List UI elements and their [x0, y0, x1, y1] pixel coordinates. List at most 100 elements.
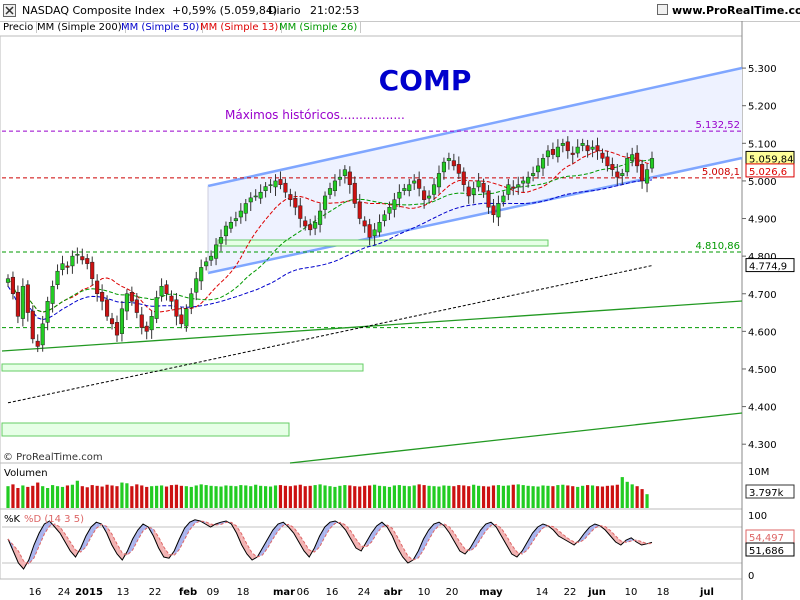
- volume-bar: [635, 486, 639, 508]
- stoch-fill: [122, 551, 128, 560]
- candle-body: [436, 173, 442, 188]
- candle-body: [367, 224, 372, 238]
- stoch-fill: [220, 521, 227, 525]
- level-label: 5.132,52: [695, 120, 740, 131]
- candle-body: [377, 222, 382, 233]
- stoch-fill: [324, 522, 330, 537]
- candle-body: [357, 201, 362, 219]
- stoch-fill: [101, 524, 107, 533]
- instrument-name: NASDAQ Composite Index: [22, 4, 165, 17]
- volume-bar: [313, 485, 317, 508]
- candle-body: [293, 197, 298, 208]
- volume-bar: [239, 485, 243, 508]
- volume-bar: [328, 486, 332, 508]
- stoch-fill: [293, 527, 299, 542]
- candle-body: [169, 295, 174, 302]
- volume-bar: [358, 486, 362, 508]
- candle-body: [298, 205, 303, 219]
- candle-body: [322, 195, 328, 210]
- candle-body: [372, 229, 377, 237]
- volume-bar: [333, 486, 337, 508]
- support-zone-2: [1, 363, 364, 372]
- volume-bar: [447, 485, 451, 508]
- candle-body: [119, 308, 124, 334]
- stoch-tag-d: [745, 529, 795, 544]
- volume-bar: [150, 486, 154, 508]
- volume-bar: [432, 486, 436, 508]
- stoch-fill: [568, 539, 575, 545]
- volume-bar: [308, 485, 312, 508]
- candle-body: [536, 165, 541, 173]
- stoch-fill: [304, 542, 310, 557]
- volume-tick-label: 10M: [748, 467, 769, 478]
- candle-body: [506, 184, 511, 195]
- stoch-fill: [574, 540, 580, 545]
- volume-bar: [387, 486, 392, 508]
- stoch-fill: [402, 547, 408, 563]
- volume-bar: [615, 484, 619, 508]
- stoch-tag-k: [745, 542, 795, 557]
- candle-body: [204, 261, 209, 267]
- maximize-icon[interactable]: [657, 4, 668, 15]
- candle-body: [565, 141, 570, 152]
- x-tick-label: 22: [564, 587, 577, 598]
- x-tick-label: 10: [625, 587, 638, 598]
- candle-body: [243, 203, 248, 214]
- volume-bar: [115, 486, 119, 508]
- legend-mm200[interactable]: MM (Simple 200): [34, 22, 126, 33]
- volume-bar: [55, 486, 60, 508]
- volume-bar: [303, 486, 307, 508]
- y-tick-label: 4.600: [748, 327, 777, 338]
- stoch-fill: [444, 524, 450, 533]
- candle-body: [75, 254, 80, 256]
- stoch-fill: [361, 542, 367, 551]
- close-icon[interactable]: [3, 4, 16, 17]
- volume-bar: [268, 486, 273, 508]
- stoch-fill: [433, 522, 440, 531]
- stoch-fill: [589, 524, 595, 534]
- stoch-fill: [491, 522, 497, 527]
- x-tick-label: 2015: [75, 587, 103, 598]
- candle-body: [223, 225, 229, 237]
- stoch-panel-frame: [0, 508, 743, 580]
- legend-mm13[interactable]: MM (Simple 13): [197, 22, 283, 33]
- volume-bar: [21, 485, 25, 508]
- legend-mm50[interactable]: MM (Simple 50): [118, 22, 204, 33]
- stoch-fill: [527, 533, 533, 550]
- candle-body: [228, 222, 233, 229]
- volume-bar: [145, 486, 149, 508]
- candle-body: [451, 160, 456, 167]
- candle-body: [124, 293, 129, 312]
- candle-body: [45, 301, 50, 323]
- volume-bar: [204, 485, 208, 508]
- legend-mm26[interactable]: MM (Simple 26): [276, 22, 362, 33]
- y-tick-label: 4.900: [748, 215, 777, 226]
- stoch-fill: [246, 544, 253, 560]
- candle-body: [431, 184, 437, 195]
- stoch-fill: [132, 530, 138, 550]
- candle-body: [154, 297, 159, 319]
- volume-bar: [194, 485, 198, 508]
- period-label: Diario: [268, 4, 301, 17]
- y-tick-label: 5.100: [748, 139, 777, 150]
- stoch-fill: [163, 547, 169, 559]
- volume-bar: [298, 484, 302, 508]
- candle-body: [248, 197, 253, 203]
- volume-bar: [551, 486, 555, 508]
- volume-bar: [135, 484, 139, 508]
- mm13-line: [7, 149, 653, 313]
- stoch-fill: [80, 536, 86, 552]
- stoch-fill: [449, 527, 455, 542]
- x-tick-label: jul: [699, 587, 714, 598]
- value-tag: [745, 150, 795, 165]
- stoch-fill: [127, 539, 133, 555]
- candle-body: [218, 237, 224, 244]
- x-tick-label: 06: [297, 587, 310, 598]
- legend-price[interactable]: Precio: [0, 22, 38, 33]
- volume-bar: [541, 485, 545, 508]
- stoch-fill: [267, 530, 273, 548]
- stoch-fill: [366, 533, 372, 547]
- candle-body: [80, 256, 85, 261]
- stoch-fill: [480, 524, 486, 539]
